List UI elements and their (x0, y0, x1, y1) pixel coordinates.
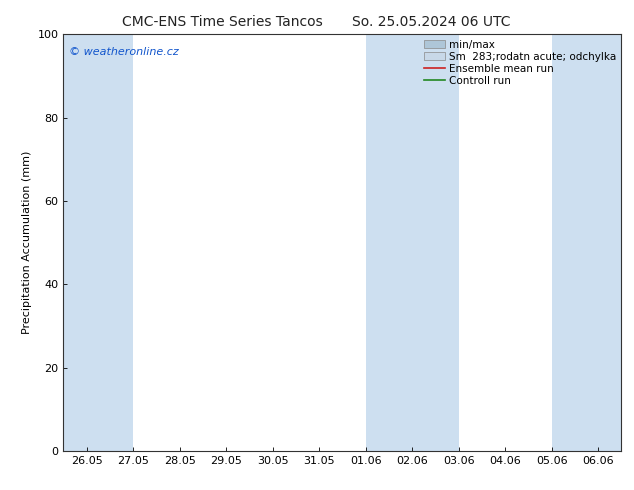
Text: So. 25.05.2024 06 UTC: So. 25.05.2024 06 UTC (352, 15, 510, 29)
Y-axis label: Precipitation Accumulation (mm): Precipitation Accumulation (mm) (22, 151, 32, 334)
Text: CMC-ENS Time Series Tancos: CMC-ENS Time Series Tancos (122, 15, 322, 29)
Legend: min/max, Sm  283;rodatn acute; odchylka, Ensemble mean run, Controll run: min/max, Sm 283;rodatn acute; odchylka, … (422, 37, 618, 88)
Text: © weatheronline.cz: © weatheronline.cz (69, 47, 179, 57)
Bar (552, 34, 621, 451)
Bar (63, 34, 133, 451)
Bar (366, 34, 458, 451)
